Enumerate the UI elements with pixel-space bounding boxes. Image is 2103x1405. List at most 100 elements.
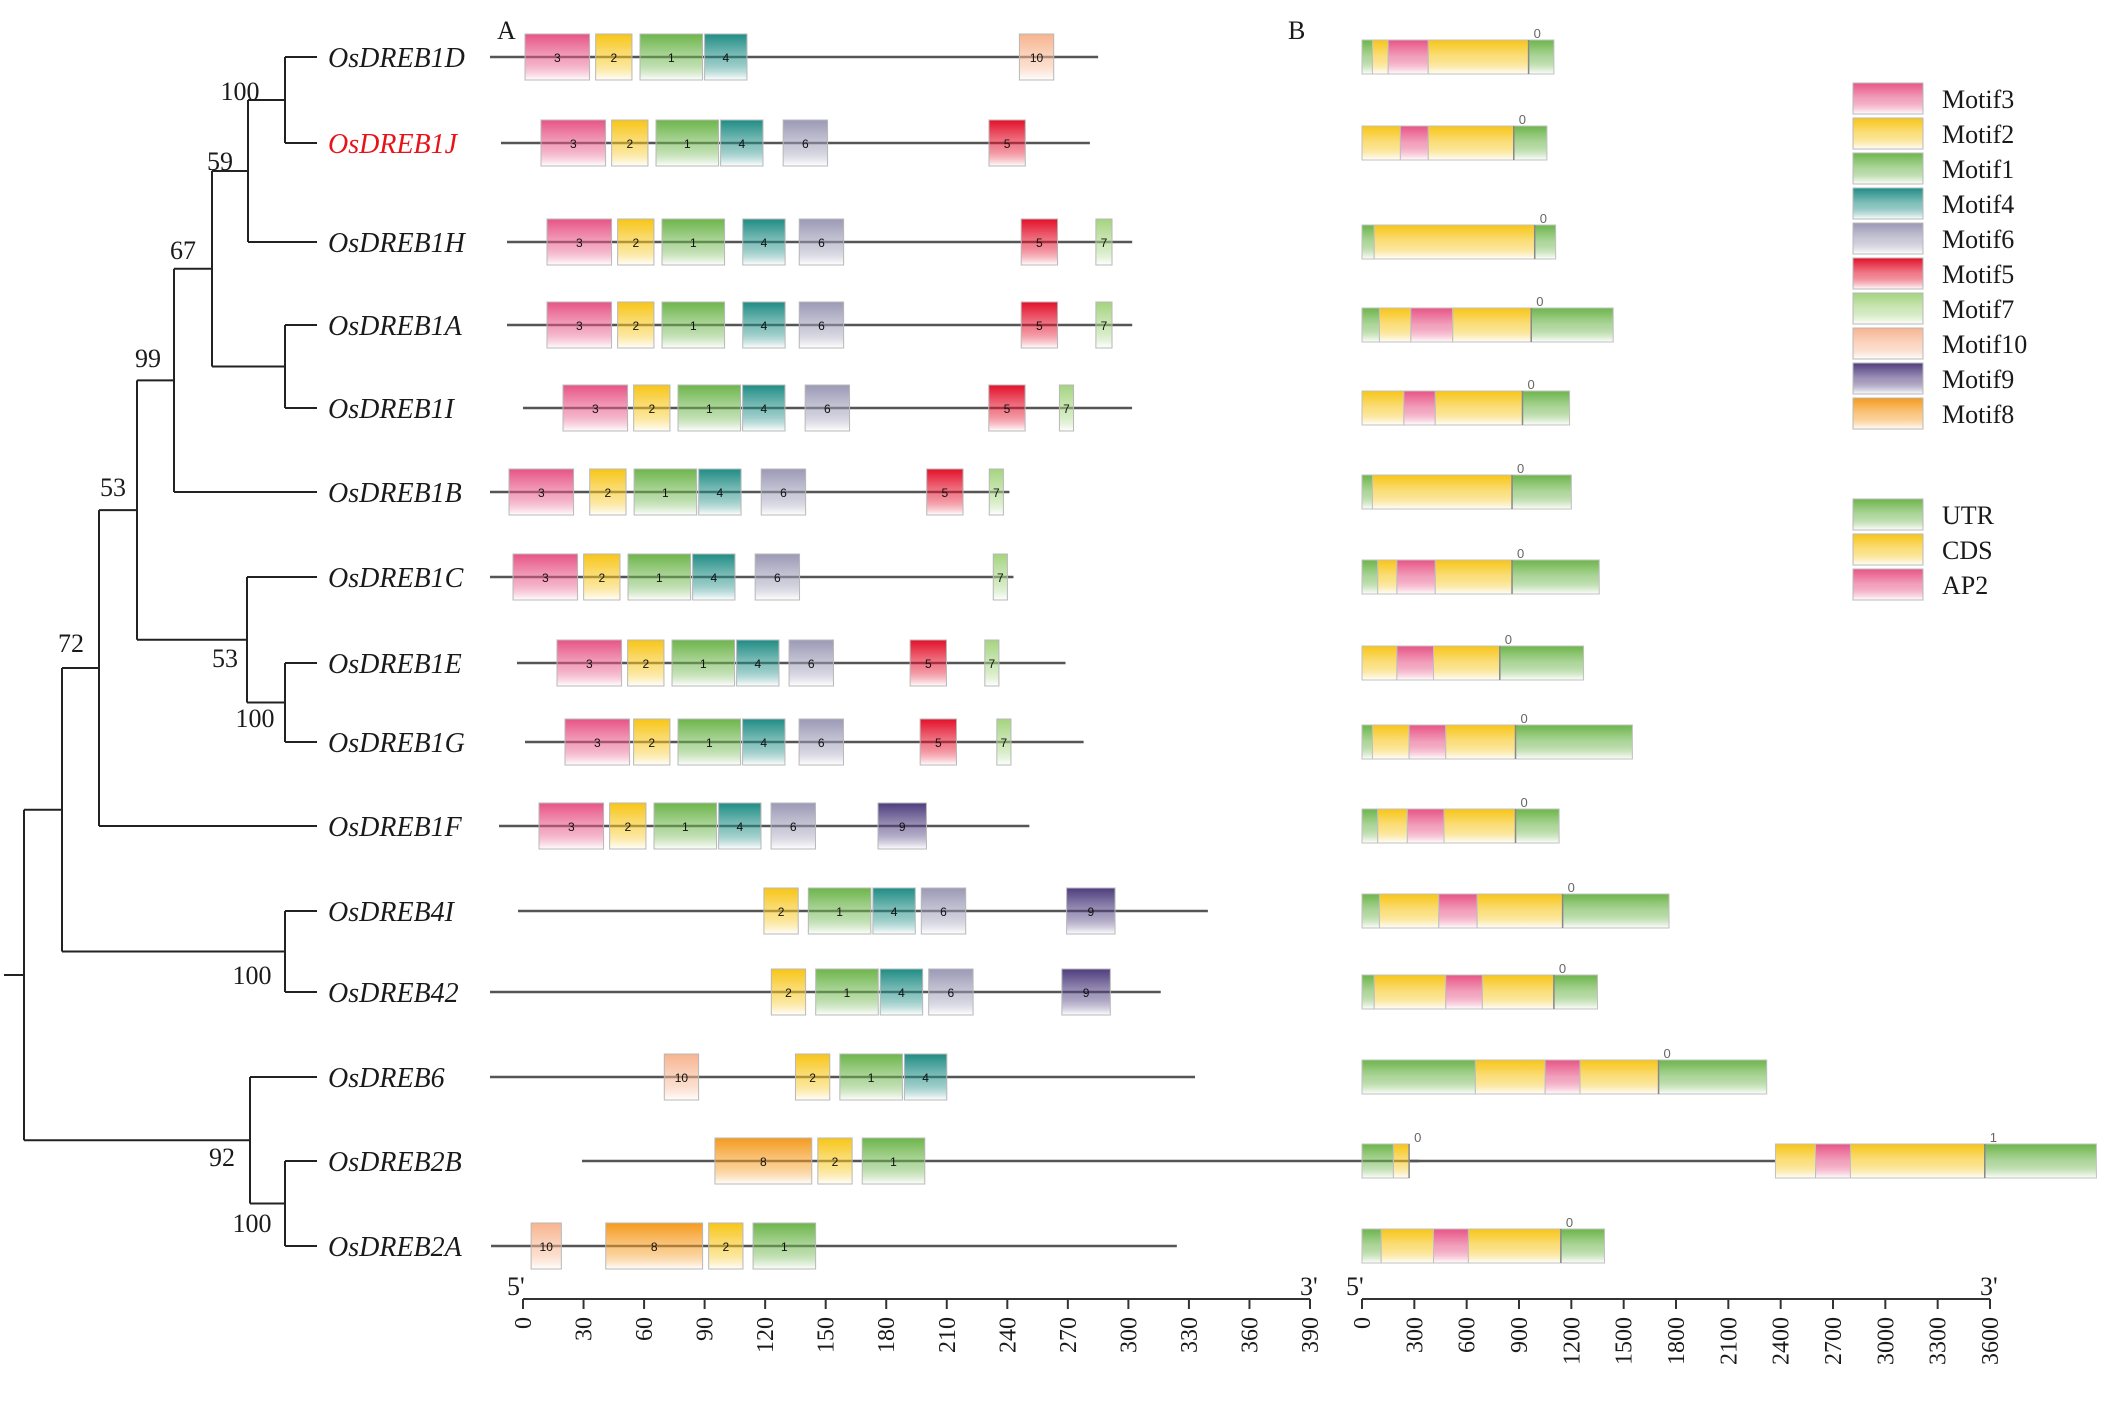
utr-segment bbox=[1658, 1059, 1768, 1095]
motif-4-box: 4 bbox=[720, 119, 764, 167]
bootstrap-value: 100 bbox=[233, 961, 272, 990]
axis-tick-label: 210 bbox=[935, 1317, 961, 1353]
motif-4-box: 4 bbox=[736, 639, 780, 687]
motif-5-box: 5 bbox=[1020, 301, 1059, 349]
legend: Motif3 Motif2 Motif1 Motif4 Motif6 Motif5 Moti… bbox=[1852, 82, 2027, 601]
bootstrap-value: 72 bbox=[58, 629, 84, 658]
axis-tick-label: 240 bbox=[995, 1317, 1021, 1353]
gene-name-label: OsDREB1G bbox=[328, 728, 465, 759]
gene-name-label: OsDREB2B bbox=[328, 1147, 462, 1178]
utr-segment bbox=[1361, 974, 1375, 1010]
motif-4-box: 4 bbox=[704, 33, 748, 81]
svg-text:1: 1 bbox=[684, 137, 691, 151]
svg-text:4: 4 bbox=[761, 236, 768, 250]
motif-3-box: 3 bbox=[546, 301, 613, 349]
svg-text:1: 1 bbox=[700, 657, 707, 671]
svg-text:6: 6 bbox=[818, 236, 825, 250]
svg-text:6: 6 bbox=[802, 137, 809, 151]
legend-item-motif-9: Motif9 bbox=[1852, 362, 2014, 395]
motif-1-box: 1 bbox=[639, 33, 704, 81]
motif-1-box: 1 bbox=[627, 553, 692, 601]
svg-text:2: 2 bbox=[610, 51, 617, 65]
svg-text:6: 6 bbox=[790, 820, 797, 834]
ap2-segment bbox=[1544, 1059, 1581, 1095]
svg-text:Motif8: Motif8 bbox=[1942, 400, 2014, 429]
motif-6-box: 6 bbox=[798, 218, 845, 266]
motif-1-box: 1 bbox=[677, 384, 742, 432]
utr-segment bbox=[1515, 808, 1560, 844]
svg-text:Motif9: Motif9 bbox=[1942, 365, 2014, 394]
legend-item-utr: UTR bbox=[1852, 498, 1995, 531]
cds-segment bbox=[1579, 1059, 1660, 1095]
intron-phase-label: 0 bbox=[1568, 880, 1575, 895]
svg-text:9: 9 bbox=[1087, 905, 1094, 919]
legend-item-motif-3: Motif3 bbox=[1852, 82, 2014, 115]
svg-text:4: 4 bbox=[754, 657, 761, 671]
svg-text:2: 2 bbox=[832, 1155, 839, 1169]
svg-text:3: 3 bbox=[570, 137, 577, 151]
axis-tick-label: 2400 bbox=[1769, 1317, 1795, 1365]
protein-length-axis: 0 30 60 90 120 150 180 210 240 270 300 330 360 390 5' 3… bbox=[507, 1272, 1324, 1353]
motif-8-box: 8 bbox=[714, 1137, 813, 1185]
motif-2-box: 2 bbox=[617, 218, 655, 266]
motif-6-box: 6 bbox=[754, 553, 801, 601]
cds-segment bbox=[1849, 1143, 1986, 1179]
bootstrap-value: 53 bbox=[212, 644, 238, 673]
axis-tick-label: 2700 bbox=[1821, 1317, 1847, 1365]
cds-segment bbox=[1474, 1059, 1546, 1095]
ap2-segment bbox=[1410, 307, 1454, 343]
intron-phase-label: 0 bbox=[1534, 26, 1541, 41]
motif-2-box: 2 bbox=[589, 468, 627, 516]
motif-4-box: 4 bbox=[872, 887, 916, 935]
cds-segment bbox=[1373, 224, 1536, 260]
svg-text:UTR: UTR bbox=[1942, 501, 1995, 530]
axis-tick-label: 3600 bbox=[1978, 1317, 2004, 1365]
axis-tick-label: 0 bbox=[511, 1317, 537, 1329]
legend-item-cds: CDS bbox=[1852, 533, 1993, 566]
motif-5-box: 5 bbox=[926, 468, 964, 516]
motif-4-box: 4 bbox=[742, 718, 786, 766]
motif-2-box: 2 bbox=[609, 802, 647, 850]
motif-4-box: 4 bbox=[718, 802, 762, 850]
svg-text:4: 4 bbox=[898, 986, 905, 1000]
cds-segment bbox=[1481, 974, 1555, 1010]
bootstrap-value: 100 bbox=[233, 1209, 272, 1238]
axis-tick-label: 3300 bbox=[1926, 1317, 1952, 1365]
svg-text:9: 9 bbox=[899, 820, 906, 834]
motif-9-box: 9 bbox=[877, 802, 927, 850]
ap2-segment bbox=[1396, 559, 1436, 595]
svg-text:4: 4 bbox=[736, 820, 743, 834]
motif-6-box: 6 bbox=[760, 468, 807, 516]
motif-7-box: 7 bbox=[1095, 301, 1113, 349]
cds-segment bbox=[1371, 39, 1389, 75]
motif-6-box: 6 bbox=[782, 119, 829, 167]
cds-segment bbox=[1427, 39, 1530, 75]
motif-2-box: 2 bbox=[611, 119, 649, 167]
svg-text:2: 2 bbox=[648, 402, 655, 416]
utr-segment bbox=[1361, 724, 1373, 760]
motif-1-box: 1 bbox=[661, 218, 726, 266]
cds-segment bbox=[1467, 1228, 1562, 1264]
svg-text:Motif3: Motif3 bbox=[1942, 85, 2014, 114]
svg-text:6: 6 bbox=[948, 986, 955, 1000]
axis-tick-label: 600 bbox=[1455, 1317, 1481, 1353]
gene-name-label: OsDREB2A bbox=[328, 1232, 463, 1263]
legend-item-motif-6: Motif6 bbox=[1852, 222, 2014, 255]
utr-segment bbox=[1361, 559, 1379, 595]
intron-phase-label: 0 bbox=[1540, 211, 1547, 226]
svg-text:2: 2 bbox=[778, 905, 785, 919]
gene-name-label: OsDREB1I bbox=[328, 394, 456, 425]
intron-phase-label: 0 bbox=[1664, 1046, 1671, 1061]
motif-1-box: 1 bbox=[839, 1053, 903, 1101]
motif-10-box: 10 bbox=[530, 1222, 562, 1270]
legend-item-motif-7: Motif7 bbox=[1852, 292, 2014, 325]
cds-segment bbox=[1427, 125, 1515, 161]
svg-text:Motif1: Motif1 bbox=[1942, 155, 2014, 184]
svg-text:2: 2 bbox=[624, 820, 631, 834]
axis-tick-label: 3000 bbox=[1873, 1317, 1899, 1365]
legend-item-motif-10: Motif10 bbox=[1852, 327, 2027, 360]
axis-tick-label: 0 bbox=[1350, 1317, 1376, 1329]
motif-2-box: 2 bbox=[794, 1053, 831, 1101]
utr-segment bbox=[1361, 893, 1380, 929]
svg-text:Motif10: Motif10 bbox=[1942, 330, 2027, 359]
